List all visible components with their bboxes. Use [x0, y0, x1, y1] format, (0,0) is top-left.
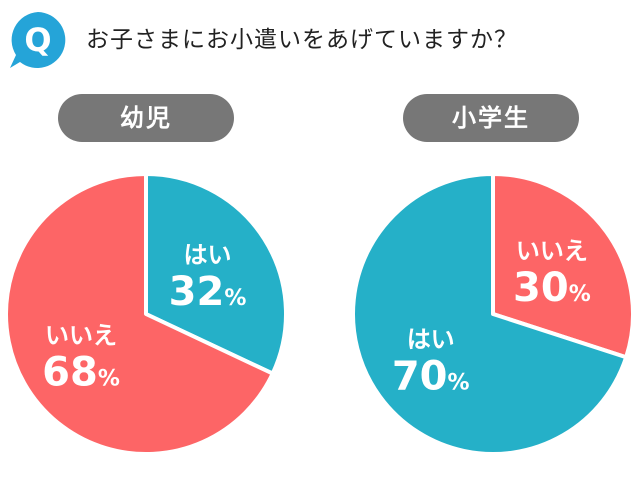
chart-title-elementary: 小学生 [403, 94, 579, 142]
pie-slice-infant-0 [144, 172, 288, 376]
question-header: Q お子さまにお小遣いをあげていますか？ [6, 6, 636, 70]
slice-value-infant-1: 68% [42, 349, 120, 395]
chart-title-infant: 幼児 [58, 94, 234, 142]
pie-slice-elementary-1 [351, 172, 629, 456]
slice-label-infant-1: いいえ [45, 321, 117, 349]
slice-value-elementary-0: 30% [513, 265, 591, 311]
slice-value-elementary-1: 70% [392, 353, 470, 399]
slice-label-infant-0: はい [184, 241, 232, 269]
slice-label-elementary-1: はい [407, 325, 455, 353]
question-badge-icon: Q [10, 12, 66, 68]
question-text: お子さまにお小遣いをあげていますか？ [86, 27, 518, 53]
slice-value-infant-0: 32% [169, 269, 247, 315]
pie-slice-infant-1 [4, 172, 275, 456]
slice-label-elementary-0: いいえ [516, 237, 588, 265]
pie-slice-elementary-0 [491, 172, 635, 360]
question-badge-letter: Q [24, 21, 51, 59]
